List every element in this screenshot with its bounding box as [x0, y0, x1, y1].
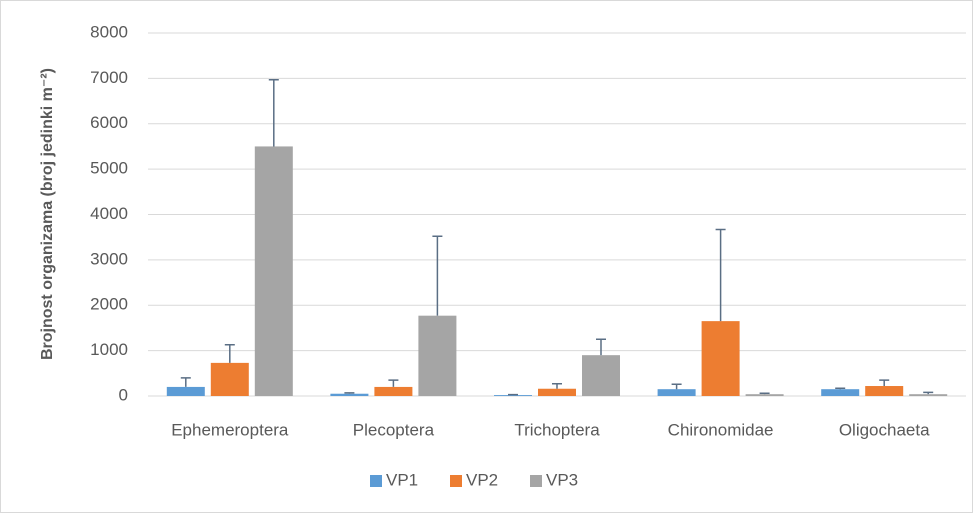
bar [657, 389, 696, 396]
bar [865, 386, 904, 396]
bar [745, 394, 784, 396]
bar [582, 355, 620, 396]
bar [538, 388, 576, 396]
error-bar [715, 228, 726, 322]
x-tick-label: Plecoptera [353, 420, 435, 439]
bar [210, 362, 249, 396]
x-tick-label: Ephemeroptera [171, 420, 289, 439]
y-tick-label: 1000 [90, 340, 128, 359]
bar [909, 394, 948, 396]
error-bar [344, 392, 355, 394]
legend-swatch [530, 475, 542, 487]
y-tick-label: 7000 [90, 68, 128, 87]
y-tick-label: 2000 [90, 295, 128, 314]
bar [374, 386, 413, 396]
bar [701, 321, 740, 396]
legend-label: VP1 [386, 470, 418, 489]
legend-label: VP3 [546, 470, 578, 489]
error-bar [835, 387, 846, 390]
y-tick-label: 0 [119, 385, 128, 404]
error-bar [759, 392, 770, 395]
bar [166, 386, 205, 396]
legend-label: VP2 [466, 470, 498, 489]
error-bar [879, 379, 890, 387]
error-bar [596, 338, 606, 356]
y-tick-label: 6000 [90, 113, 128, 132]
y-tick-label: 4000 [90, 204, 128, 223]
error-bar [268, 78, 279, 147]
legend-swatch [370, 475, 382, 487]
bar [254, 146, 293, 396]
error-bar [180, 377, 191, 387]
error-bar [224, 343, 235, 363]
y-tick-label: 5000 [90, 159, 128, 178]
bar [418, 315, 457, 396]
error-bar [923, 391, 934, 395]
error-bar [671, 383, 682, 390]
bar [821, 389, 860, 396]
x-tick-label: Chironomidae [668, 420, 774, 439]
error-bar [388, 379, 399, 387]
y-tick-label: 3000 [90, 249, 128, 268]
y-tick-label: 8000 [90, 22, 128, 41]
y-axis-label: Brojnost organizama (broj jedinki m⁻²) [39, 68, 56, 360]
x-tick-label: Oligochaeta [839, 420, 930, 439]
x-tick-label: Trichoptera [514, 420, 600, 439]
error-bar [432, 235, 443, 316]
bar [494, 395, 532, 396]
bar [330, 393, 369, 396]
error-bar [552, 382, 562, 389]
legend-swatch [450, 475, 462, 487]
